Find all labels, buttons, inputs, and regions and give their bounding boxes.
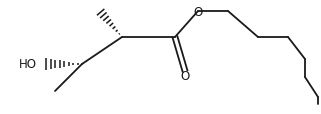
Text: HO: HO: [19, 58, 37, 71]
Text: O: O: [180, 69, 190, 82]
Text: O: O: [193, 5, 203, 18]
